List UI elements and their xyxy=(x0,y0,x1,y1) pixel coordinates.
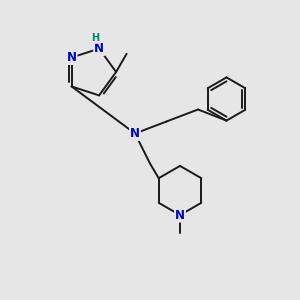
Text: N: N xyxy=(175,208,185,222)
Text: H: H xyxy=(91,33,99,43)
Text: N: N xyxy=(94,42,104,55)
Text: N: N xyxy=(130,127,140,140)
Text: N: N xyxy=(67,51,76,64)
